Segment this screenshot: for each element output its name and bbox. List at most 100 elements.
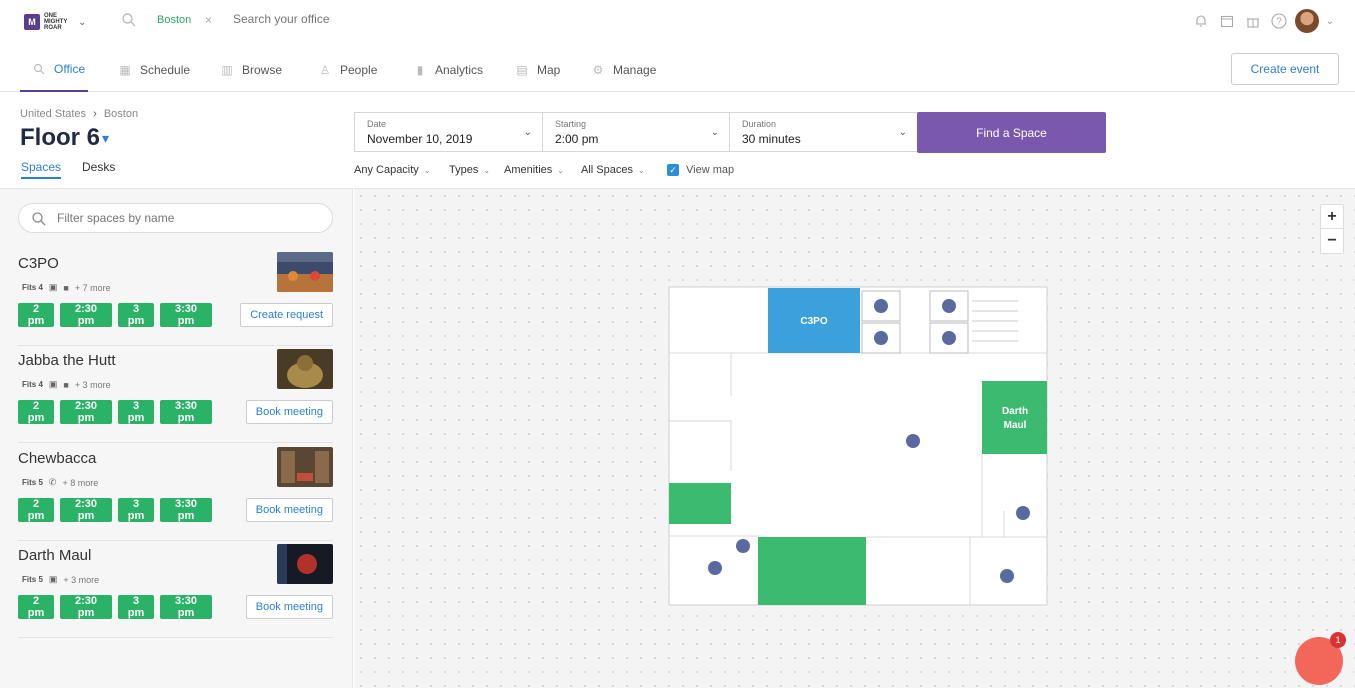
tab-spaces[interactable]: Spaces	[21, 160, 62, 179]
view-map-checkbox[interactable]: ✓	[667, 164, 679, 176]
floor-map[interactable]: C3PO Darth Maul	[354, 188, 1355, 688]
whiteboard-icon: ▣	[48, 574, 58, 584]
capacity-text: Fits 4	[22, 380, 43, 389]
breadcrumb-city[interactable]: Boston	[103, 108, 139, 120]
space-card[interactable]: C3PO Fits 4 ▣ ■ + 7 more 2 pm 2:30 pm 3 …	[18, 249, 333, 346]
nav-browse[interactable]: ▥ Browse	[221, 63, 283, 77]
room-label-darth-maul-1: Darth	[1002, 406, 1028, 417]
chevron-down-icon[interactable]: ⌄	[78, 16, 87, 28]
app-logo[interactable]: M ONE MIGHTY ROAR ⌄	[24, 13, 86, 31]
create-event-button[interactable]: Create event	[1231, 53, 1339, 85]
time-slot-button[interactable]: 2 pm	[18, 498, 54, 522]
start-label: Starting	[555, 119, 587, 129]
time-slot-button[interactable]: 2:30 pm	[60, 303, 112, 327]
book-meeting-button[interactable]: Book meeting	[245, 498, 333, 522]
location-chip[interactable]: Boston	[157, 14, 192, 26]
create-request-button[interactable]: Create request	[240, 303, 333, 327]
time-slot-button[interactable]: 2 pm	[18, 400, 54, 424]
zoom-controls: + −	[1320, 204, 1344, 254]
date-value: November 10, 2019	[367, 132, 473, 146]
room-available	[669, 483, 731, 524]
help-icon[interactable]: ?	[1269, 11, 1289, 31]
start-time-select[interactable]: Starting 2:00 pm ⌄	[542, 112, 730, 152]
chevron-down-icon: ⌄	[637, 166, 645, 175]
nav-map[interactable]: ▤ Map	[516, 63, 561, 77]
svg-text:?: ?	[1276, 17, 1282, 28]
time-slot-button[interactable]: 2:30 pm	[60, 400, 112, 424]
time-slot-button[interactable]: 3:30 pm	[160, 400, 212, 424]
book-meeting-button[interactable]: Book meeting	[245, 400, 333, 424]
chevron-down-icon: ⌄	[423, 166, 431, 175]
floor-plan[interactable]: C3PO Darth Maul	[354, 189, 1355, 688]
view-map-label[interactable]: View map	[686, 164, 735, 176]
amenities-filter[interactable]: Amenities ⌄	[504, 164, 564, 176]
time-slot-button[interactable]: 2 pm	[18, 595, 54, 619]
space-filter[interactable]	[18, 203, 333, 233]
time-slots: 2 pm 2:30 pm 3 pm 3:30 pm	[18, 303, 212, 327]
room-label-c3po: C3PO	[800, 316, 827, 327]
all-spaces-filter[interactable]: All Spaces ⌄	[581, 164, 645, 176]
capacity-filter[interactable]: Any Capacity ⌄	[354, 164, 431, 176]
space-card[interactable]: Jabba the Hutt Fits 4 ▣ ■ + 3 more 2 pm …	[18, 346, 333, 443]
time-slot-button[interactable]: 3:30 pm	[160, 595, 212, 619]
chevron-down-icon[interactable]: ▾	[102, 130, 110, 146]
avatar[interactable]	[1295, 9, 1319, 33]
calendar-icon[interactable]	[1217, 11, 1237, 31]
office-search-input[interactable]	[233, 12, 453, 26]
whiteboard-icon: ▣	[48, 379, 58, 389]
time-slot-button[interactable]: 3 pm	[118, 303, 154, 327]
location-pin-icon	[906, 434, 920, 448]
space-meta: Fits 4 ▣ ■ + 3 more	[22, 379, 111, 390]
search-icon	[32, 62, 46, 76]
breadcrumb-country[interactable]: United States	[20, 108, 87, 120]
nav-schedule[interactable]: ▦ Schedule	[119, 63, 191, 77]
time-slots: 2 pm 2:30 pm 3 pm 3:30 pm	[18, 595, 212, 619]
space-meta: Fits 4 ▣ ■ + 7 more	[22, 282, 111, 293]
duration-select[interactable]: Duration 30 minutes ⌄	[729, 112, 918, 152]
room-label-darth-maul-2: Maul	[1004, 420, 1027, 431]
nav-manage[interactable]: ⚙ Manage	[592, 63, 657, 77]
top-icons: ? ⌄	[1191, 9, 1335, 33]
page-title[interactable]: Floor 6	[20, 124, 101, 151]
capacity-text: Fits 5	[22, 478, 43, 487]
time-slot-button[interactable]: 2:30 pm	[60, 595, 112, 619]
time-slot-button[interactable]: 3:30 pm	[160, 498, 212, 522]
space-name[interactable]: Jabba the Hutt	[18, 352, 116, 369]
space-filter-input[interactable]	[57, 211, 317, 225]
types-filter[interactable]: Types ⌄	[449, 164, 491, 176]
space-card[interactable]: Darth Maul Fits 5 ▣ + 3 more 2 pm 2:30 p…	[18, 541, 333, 638]
space-meta: Fits 5 ▣ + 3 more	[22, 574, 99, 585]
nav-analytics[interactable]: ▮ Analytics	[413, 48, 483, 92]
zoom-in-button[interactable]: +	[1321, 205, 1343, 229]
zoom-out-button[interactable]: −	[1327, 232, 1337, 249]
time-slot-button[interactable]: 2 pm	[18, 303, 54, 327]
time-slot-button[interactable]: 3 pm	[118, 498, 154, 522]
space-card[interactable]: Chewbacca Fits 5 ✆ + 8 more 2 pm 2:30 pm…	[18, 444, 333, 541]
gift-icon[interactable]	[1243, 11, 1263, 31]
space-photo	[277, 349, 333, 389]
restroom-icon	[1000, 569, 1014, 583]
space-name[interactable]: Chewbacca	[18, 450, 97, 467]
tab-desks[interactable]: Desks	[82, 160, 116, 174]
time-slot-button[interactable]: 3 pm	[118, 400, 154, 424]
time-slots: 2 pm 2:30 pm 3 pm 3:30 pm	[18, 400, 212, 424]
search-icon	[32, 212, 46, 226]
close-icon[interactable]: ×	[205, 13, 213, 27]
time-slot-button[interactable]: 3:30 pm	[160, 303, 212, 327]
logo-mark-icon: M	[24, 14, 40, 30]
bell-icon[interactable]	[1191, 11, 1211, 31]
time-slot-button[interactable]: 3 pm	[118, 595, 154, 619]
find-space-button[interactable]: Find a Space	[917, 112, 1106, 153]
time-slot-button[interactable]: 2:30 pm	[60, 498, 112, 522]
space-name[interactable]: C3PO	[18, 255, 59, 272]
space-meta: Fits 5 ✆ + 8 more	[22, 477, 98, 488]
book-meeting-button[interactable]: Book meeting	[245, 595, 333, 619]
nav-office[interactable]: Office	[20, 48, 88, 92]
space-name[interactable]: Darth Maul	[18, 547, 92, 564]
time-slots: 2 pm 2:30 pm 3 pm 3:30 pm	[18, 498, 212, 522]
date-select[interactable]: Date November 10, 2019 ⌄	[354, 112, 543, 152]
space-photo	[277, 447, 333, 487]
nav-people[interactable]: ♙ People	[319, 63, 378, 77]
chevron-down-icon[interactable]: ⌄	[1325, 15, 1335, 27]
